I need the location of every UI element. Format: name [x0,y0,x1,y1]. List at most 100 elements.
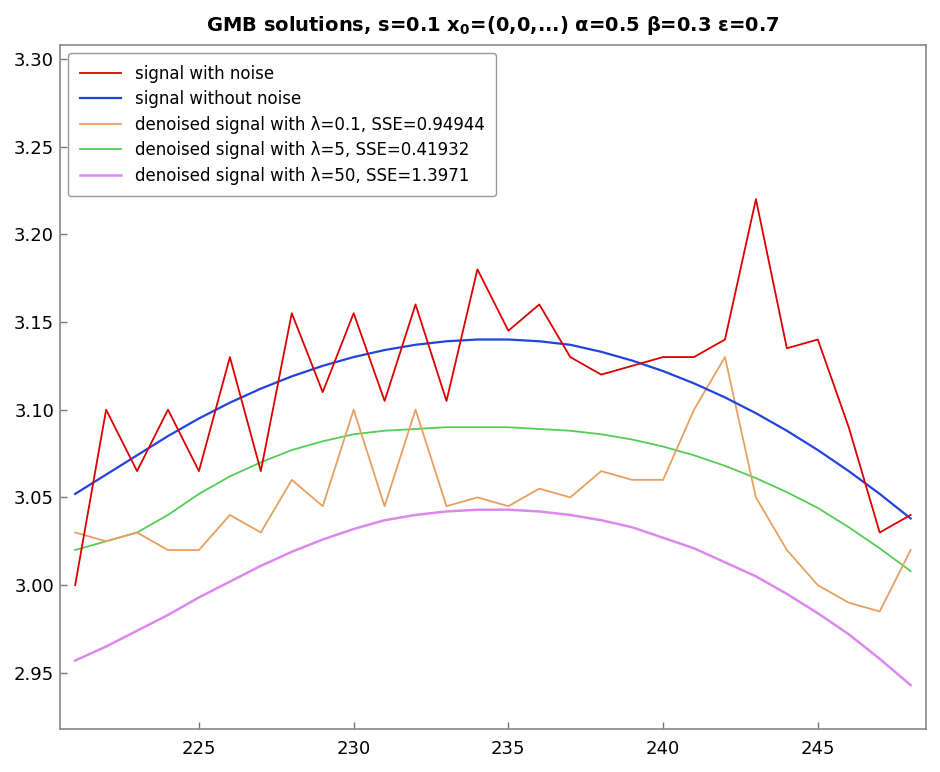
denoised signal with λ=0.1, SSE=0.94944 [719,353,730,362]
signal with noise [255,466,266,476]
denoised signal with λ=0.1, SSE=0.94944 [132,528,143,537]
denoised signal with λ=5, SSE=0.41932 [194,489,205,499]
denoised signal with λ=50, SSE=1.3971 [812,608,823,618]
signal with noise [719,335,730,344]
denoised signal with λ=5, SSE=0.41932 [534,425,545,434]
signal with noise [843,422,854,432]
signal without noise [101,470,112,479]
denoised signal with λ=50, SSE=1.3971 [874,654,885,663]
signal without noise [626,356,637,365]
signal with noise [286,309,297,318]
signal without noise [255,384,266,393]
denoised signal with λ=0.1, SSE=0.94944 [565,493,576,502]
denoised signal with λ=50, SSE=1.3971 [410,510,421,520]
signal without noise [503,335,514,344]
signal with noise [874,528,885,537]
signal without noise [132,451,143,460]
denoised signal with λ=50, SSE=1.3971 [626,523,637,532]
signal with noise [534,300,545,309]
signal with noise [101,405,112,415]
denoised signal with λ=50, SSE=1.3971 [163,611,174,620]
denoised signal with λ=5, SSE=0.41932 [348,430,359,439]
denoised signal with λ=0.1, SSE=0.94944 [750,493,761,502]
denoised signal with λ=50, SSE=1.3971 [255,561,266,571]
denoised signal with λ=50, SSE=1.3971 [70,656,81,665]
denoised signal with λ=50, SSE=1.3971 [132,626,143,635]
denoised signal with λ=5, SSE=0.41932 [410,425,421,434]
denoised signal with λ=0.1, SSE=0.94944 [317,502,328,511]
signal with noise [688,353,699,362]
signal without noise [317,361,328,371]
signal without noise [812,445,823,455]
denoised signal with λ=50, SSE=1.3971 [225,577,236,586]
denoised signal with λ=50, SSE=1.3971 [781,589,792,598]
signal without noise [348,353,359,362]
denoised signal with λ=0.1, SSE=0.94944 [348,405,359,415]
denoised signal with λ=50, SSE=1.3971 [348,524,359,533]
signal with noise [441,396,452,405]
signal with noise [410,300,421,309]
denoised signal with λ=5, SSE=0.41932 [132,528,143,537]
signal without noise [905,514,916,523]
denoised signal with λ=5, SSE=0.41932 [472,422,483,432]
Line: denoised signal with λ=5, SSE=0.41932: denoised signal with λ=5, SSE=0.41932 [75,427,911,571]
Title: GMB solutions, s=0.1 $\mathbf{x_0}$=(0,0,...) $\mathbf{\alpha}$=0.5 $\mathbf{\be: GMB solutions, s=0.1 $\mathbf{x_0}$=(0,0… [206,14,780,37]
signal with noise [626,361,637,371]
signal with noise [596,370,607,379]
denoised signal with λ=0.1, SSE=0.94944 [225,510,236,520]
denoised signal with λ=5, SSE=0.41932 [719,461,730,470]
denoised signal with λ=0.1, SSE=0.94944 [843,598,854,608]
denoised signal with λ=50, SSE=1.3971 [534,507,545,516]
signal without noise [565,340,576,350]
signal without noise [688,379,699,388]
denoised signal with λ=5, SSE=0.41932 [101,537,112,546]
denoised signal with λ=0.1, SSE=0.94944 [163,545,174,554]
denoised signal with λ=0.1, SSE=0.94944 [534,484,545,493]
denoised signal with λ=50, SSE=1.3971 [905,680,916,689]
signal with noise [657,353,668,362]
signal with noise [225,353,236,362]
Line: signal with noise: signal with noise [75,199,911,585]
denoised signal with λ=0.1, SSE=0.94944 [596,466,607,476]
signal without noise [534,337,545,346]
signal without noise [441,337,452,346]
signal without noise [163,432,174,441]
denoised signal with λ=50, SSE=1.3971 [750,572,761,581]
signal without noise [596,347,607,357]
signal with noise [163,405,174,415]
denoised signal with λ=0.1, SSE=0.94944 [255,528,266,537]
signal without noise [70,489,81,499]
denoised signal with λ=50, SSE=1.3971 [843,630,854,639]
denoised signal with λ=0.1, SSE=0.94944 [657,476,668,485]
denoised signal with λ=50, SSE=1.3971 [194,593,205,602]
signal without noise [472,335,483,344]
signal with noise [317,388,328,397]
signal with noise [503,326,514,335]
signal without noise [410,340,421,350]
denoised signal with λ=0.1, SSE=0.94944 [441,502,452,511]
denoised signal with λ=5, SSE=0.41932 [70,545,81,554]
denoised signal with λ=0.1, SSE=0.94944 [626,476,637,485]
denoised signal with λ=0.1, SSE=0.94944 [688,405,699,415]
denoised signal with λ=5, SSE=0.41932 [626,435,637,444]
signal without noise [719,393,730,402]
signal without noise [225,398,236,408]
signal with noise [905,510,916,520]
denoised signal with λ=0.1, SSE=0.94944 [379,502,390,511]
denoised signal with λ=5, SSE=0.41932 [812,503,823,513]
signal without noise [286,372,297,381]
denoised signal with λ=0.1, SSE=0.94944 [874,607,885,616]
signal with noise [781,344,792,353]
denoised signal with λ=5, SSE=0.41932 [441,422,452,432]
denoised signal with λ=0.1, SSE=0.94944 [472,493,483,502]
denoised signal with λ=50, SSE=1.3971 [472,505,483,514]
denoised signal with λ=5, SSE=0.41932 [255,458,266,467]
signal with noise [472,265,483,274]
denoised signal with λ=0.1, SSE=0.94944 [503,502,514,511]
denoised signal with λ=5, SSE=0.41932 [596,430,607,439]
denoised signal with λ=5, SSE=0.41932 [503,422,514,432]
signal without noise [781,426,792,435]
denoised signal with λ=0.1, SSE=0.94944 [194,545,205,554]
denoised signal with λ=5, SSE=0.41932 [225,472,236,481]
Legend: signal with noise, signal without noise, denoised signal with λ=0.1, SSE=0.94944: signal with noise, signal without noise,… [68,53,496,196]
